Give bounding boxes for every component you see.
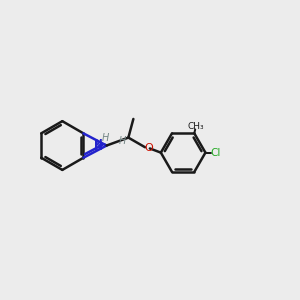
Text: H: H bbox=[119, 136, 126, 146]
Text: H: H bbox=[102, 133, 109, 143]
Text: CH₃: CH₃ bbox=[188, 122, 204, 131]
Text: O: O bbox=[144, 143, 153, 153]
Text: N: N bbox=[94, 139, 103, 149]
Text: Cl: Cl bbox=[211, 148, 221, 158]
Text: N: N bbox=[94, 142, 103, 152]
